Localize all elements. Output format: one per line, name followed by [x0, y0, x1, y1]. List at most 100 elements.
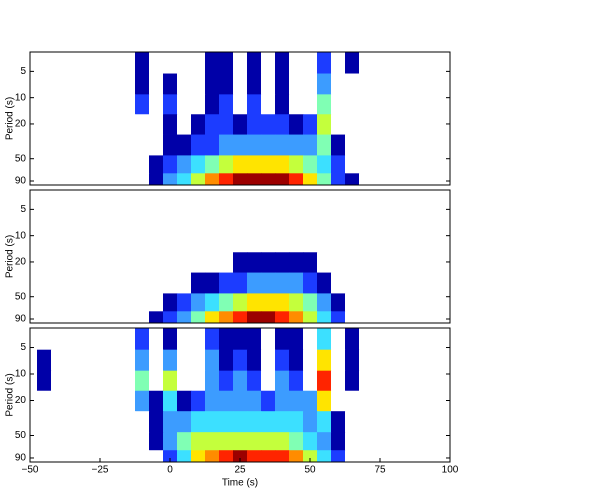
- contour-cell: [177, 328, 192, 351]
- contour-cell: [331, 450, 346, 463]
- contour-cell: [191, 293, 206, 312]
- contour-cell: [233, 450, 248, 463]
- contour-cell: [303, 52, 318, 74]
- contour-cell: [261, 272, 276, 294]
- contour-cell: [37, 114, 52, 135]
- contour-cell: [261, 390, 276, 412]
- contour-cell: [37, 211, 52, 233]
- contour-cell: [37, 328, 52, 351]
- contour-cell: [135, 311, 150, 324]
- contour-cell: [219, 155, 234, 174]
- contour-cell: [233, 173, 248, 186]
- y-tick-label: 20: [15, 395, 27, 406]
- contour-cell: [121, 370, 136, 392]
- contour-cell: [359, 450, 374, 463]
- contour-cell: [79, 411, 94, 433]
- contour-cell: [317, 349, 332, 372]
- contour-cell: [121, 293, 136, 312]
- contour-cell: [331, 232, 346, 253]
- contour-cell: [107, 432, 122, 451]
- contour-cell: [205, 411, 220, 433]
- contour-cell: [205, 252, 220, 273]
- contour-cell: [247, 155, 262, 174]
- contour-cell: [205, 311, 220, 324]
- contour-cell: [261, 293, 276, 312]
- contour-cell: [93, 134, 108, 156]
- contour-cell: [149, 52, 164, 74]
- contour-cell: [331, 211, 346, 233]
- contour-cell: [65, 390, 80, 412]
- contour-cell: [65, 272, 80, 294]
- contour-cell: [135, 293, 150, 312]
- contour-cell: [107, 390, 122, 412]
- contour-cell: [275, 114, 290, 135]
- contour-cell: [37, 349, 52, 372]
- contour-cell: [331, 252, 346, 273]
- contour-cell: [317, 390, 332, 412]
- contour-cell: [247, 252, 262, 273]
- contour-cell: [331, 134, 346, 156]
- contour-cell: [233, 190, 248, 212]
- contour-cell: [317, 114, 332, 135]
- contour-cell: [275, 190, 290, 212]
- contour-cell: [51, 272, 66, 294]
- contour-cell: [275, 232, 290, 253]
- contour-cell: [177, 211, 192, 233]
- contour-cell: [65, 134, 80, 156]
- contour-cell: [289, 311, 304, 324]
- contour-cell: [303, 173, 318, 186]
- contour-cell: [303, 232, 318, 253]
- contour-cell: [93, 73, 108, 95]
- contour-cell: [275, 411, 290, 433]
- contour-cell: [303, 370, 318, 392]
- contour-cell: [205, 328, 220, 351]
- contour-cell: [359, 134, 374, 156]
- contour-cell: [261, 155, 276, 174]
- contour-cell: [37, 450, 52, 463]
- contour-cell: [205, 155, 220, 174]
- contour-cell: [191, 370, 206, 392]
- contour-cell: [317, 155, 332, 174]
- contour-cell: [93, 293, 108, 312]
- contour-cell: [275, 450, 290, 463]
- contour-cell: [359, 370, 374, 392]
- contour-cell: [163, 328, 178, 351]
- contour-cell: [163, 155, 178, 174]
- contour-cell: [261, 432, 276, 451]
- contour-cell: [149, 293, 164, 312]
- contour-cell: [331, 155, 346, 174]
- contour-cell: [121, 173, 136, 186]
- contour-cell: [345, 114, 360, 135]
- y-tick-label: 10: [15, 369, 27, 380]
- contour-cell: [191, 134, 206, 156]
- contour-cell: [107, 94, 122, 115]
- contour-cell: [149, 73, 164, 95]
- contour-cell: [135, 134, 150, 156]
- contour-cell: [261, 232, 276, 253]
- contour-cell: [51, 293, 66, 312]
- y-tick-label: 90: [15, 453, 27, 464]
- contour-cell: [289, 211, 304, 233]
- contour-cell: [219, 52, 234, 74]
- contour-cell: [107, 52, 122, 74]
- contour-cell: [37, 190, 52, 212]
- contour-cell: [163, 232, 178, 253]
- contour-cell: [37, 311, 52, 324]
- contour-cell: [261, 114, 276, 135]
- contour-cell: [163, 94, 178, 115]
- contour-cell: [219, 450, 234, 463]
- contour-cell: [191, 114, 206, 135]
- contour-cell: [177, 114, 192, 135]
- contour-cell: [135, 432, 150, 451]
- contour-cell: [107, 134, 122, 156]
- contour-cell: [107, 73, 122, 95]
- contour-cell: [79, 211, 94, 233]
- contour-cell: [93, 173, 108, 186]
- contour-cell: [345, 232, 360, 253]
- contour-cell: [219, 390, 234, 412]
- contour-cell: [51, 370, 66, 392]
- contour-cell: [219, 211, 234, 233]
- y-tick-label: 20: [15, 119, 27, 130]
- contour-cell: [233, 293, 248, 312]
